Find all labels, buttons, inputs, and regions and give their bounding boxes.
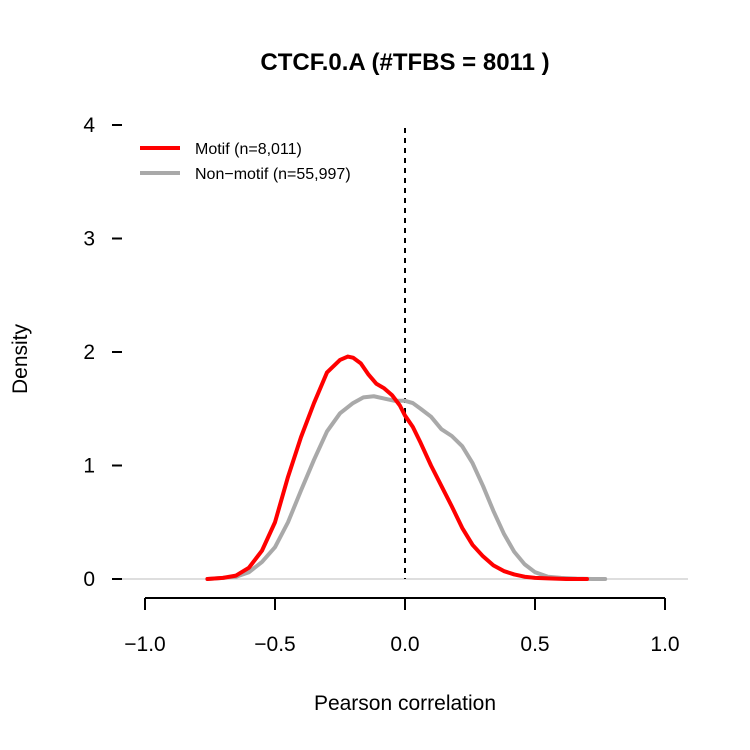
legend: Motif (n=8,011) Non−motif (n=55,997) [140,141,351,183]
x-tick-label: 0.0 [390,633,419,656]
legend-entry-1: Non−motif (n=55,997) [195,166,351,183]
x-tick-label: −1.0 [124,633,165,656]
y-tick-label: 0 [83,568,95,591]
y-axis-label: Density [9,323,32,394]
y-tick-label: 1 [83,455,95,478]
plot-area [122,128,688,581]
chart-title: CTCF.0.A (#TFBS = 8011 ) [260,49,549,76]
x-axis-label: Pearson correlation [314,692,496,715]
legend-entry-0: Motif (n=8,011) [195,141,302,158]
x-tick-label: 1.0 [650,633,679,656]
series-line-0 [205,354,589,581]
x-tick-label: 0.5 [520,633,549,656]
y-tick-label: 4 [83,114,95,137]
y-tick-label: 3 [83,228,95,251]
y-tick-label: 2 [83,341,95,364]
series-line-1 [205,394,608,581]
axes: −1.0 −0.5 0.0 0.5 1.0 0 1 2 3 4 [83,114,679,656]
x-tick-label: −0.5 [254,633,295,656]
